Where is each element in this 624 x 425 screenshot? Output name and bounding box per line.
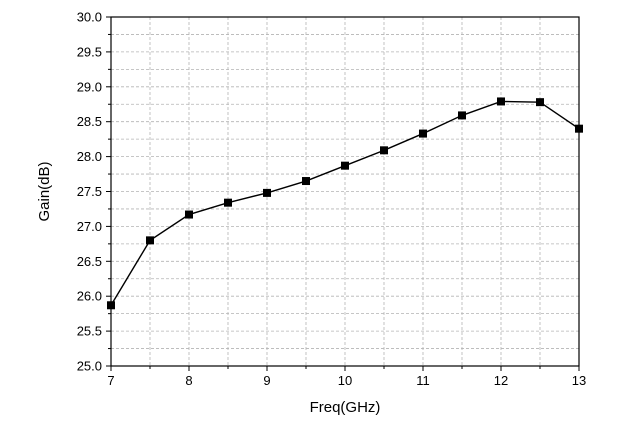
data-point-marker — [341, 161, 349, 170]
data-point-marker — [458, 111, 466, 120]
x-tick-label: 12 — [494, 373, 508, 388]
y-tick-label: 25.0 — [77, 359, 102, 374]
data-point-marker — [146, 236, 154, 245]
y-tick-label: 27.5 — [77, 184, 102, 199]
x-tick-label: 13 — [572, 373, 586, 388]
data-point-marker — [497, 97, 505, 106]
y-tick-label: 26.0 — [77, 289, 102, 304]
x-tick-label: 7 — [107, 373, 114, 388]
grid — [111, 17, 579, 366]
data-point-marker — [380, 146, 388, 155]
data-point-marker — [302, 177, 310, 186]
data-point-marker — [185, 210, 193, 219]
y-tick-label: 26.5 — [77, 254, 102, 269]
y-tick-label: 28.5 — [77, 114, 102, 129]
y-tick-labels: 25.0 25.5 26.0 26.5 27.0 27.5 28.0 28.5 29.0 29.5… — [77, 10, 102, 374]
plot-frame — [110, 16, 580, 367]
y-axis-label: Gain(dB) — [36, 161, 53, 221]
x-tick-label: 10 — [338, 373, 352, 388]
y-tick-label: 30.0 — [77, 10, 102, 25]
x-tick-label: 9 — [263, 373, 270, 388]
x-tick-label: 11 — [416, 373, 430, 388]
data-point-marker — [224, 198, 232, 207]
y-tick-label: 29.5 — [77, 44, 102, 59]
y-tick-label: 28.0 — [77, 149, 102, 164]
y-tick-label: 29.0 — [77, 79, 102, 94]
x-axis-label: Freq(GHz) — [310, 399, 381, 416]
data-point-marker — [263, 188, 271, 197]
x-tick-labels: 7 8 9 10 11 12 13 — [107, 373, 586, 388]
axis-ticks — [106, 16, 580, 371]
y-tick-label: 27.0 — [77, 219, 102, 234]
x-tick-label: 8 — [185, 373, 192, 388]
data-point-marker — [536, 98, 544, 107]
y-tick-label: 25.5 — [77, 324, 102, 339]
data-point-marker — [419, 129, 427, 138]
